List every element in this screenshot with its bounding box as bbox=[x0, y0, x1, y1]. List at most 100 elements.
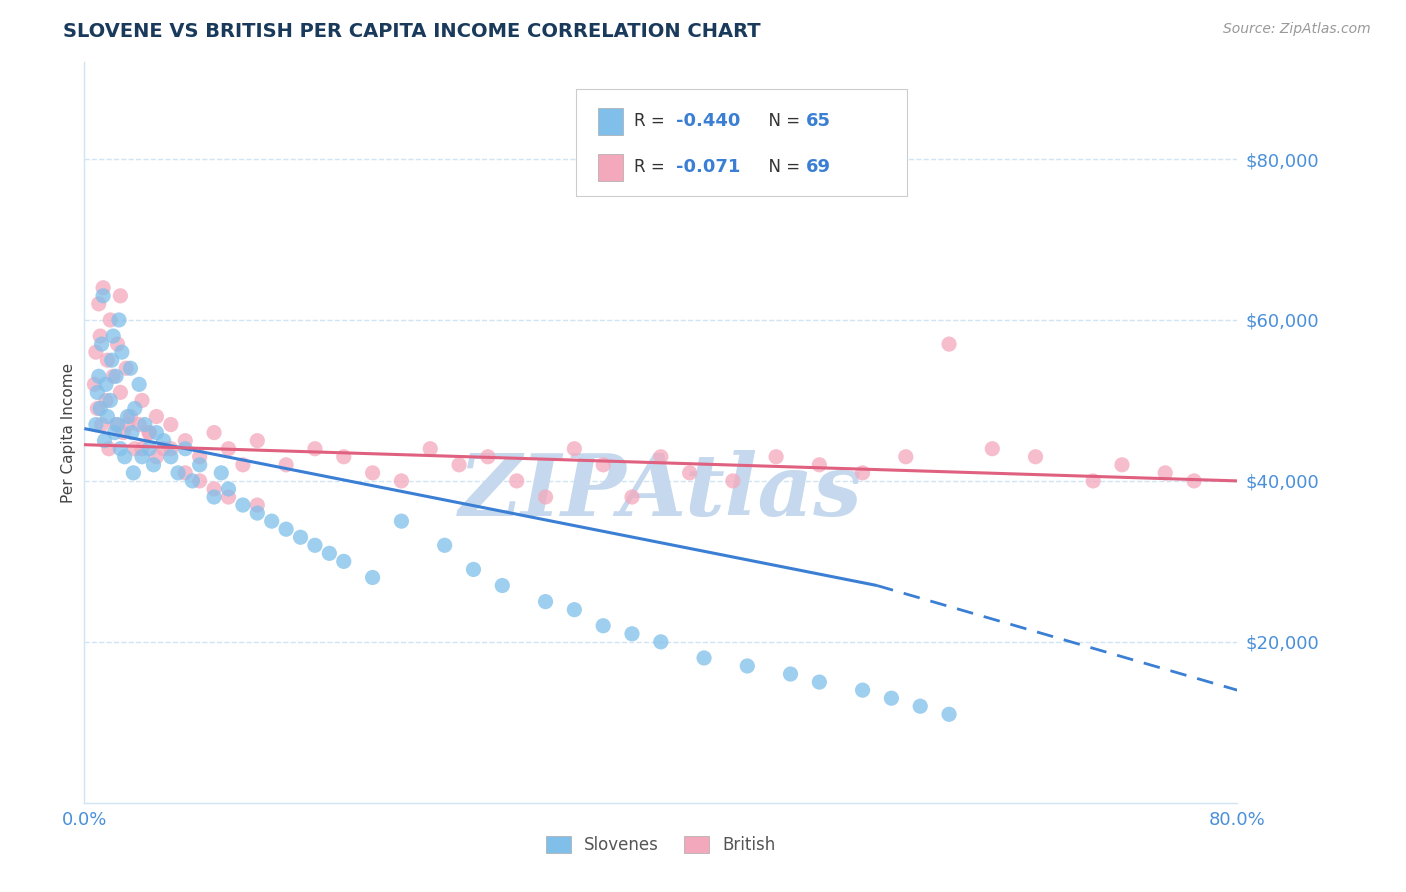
Point bbox=[938, 337, 960, 351]
Point bbox=[910, 699, 932, 714]
Text: 65: 65 bbox=[806, 112, 831, 130]
Point bbox=[1083, 474, 1105, 488]
Point bbox=[145, 409, 167, 424]
Point bbox=[145, 450, 167, 464]
Point bbox=[564, 442, 586, 456]
Point bbox=[108, 313, 131, 327]
Point bbox=[232, 458, 254, 472]
Point bbox=[361, 466, 384, 480]
Point bbox=[160, 442, 183, 456]
Point bbox=[693, 651, 716, 665]
Point bbox=[276, 458, 298, 472]
Point bbox=[115, 361, 138, 376]
Point bbox=[852, 683, 875, 698]
Point bbox=[138, 442, 160, 456]
Text: N =: N = bbox=[758, 112, 806, 130]
Point bbox=[89, 329, 111, 343]
Point bbox=[209, 466, 232, 480]
Point bbox=[202, 425, 225, 440]
Point bbox=[138, 425, 160, 440]
Point bbox=[90, 417, 112, 432]
Point bbox=[304, 442, 326, 456]
Point bbox=[852, 466, 875, 480]
Point bbox=[103, 369, 124, 384]
Point bbox=[138, 425, 160, 440]
Point bbox=[721, 474, 744, 488]
Point bbox=[779, 667, 801, 681]
Point bbox=[202, 482, 225, 496]
Point bbox=[276, 522, 298, 536]
Point bbox=[981, 442, 1004, 456]
Point bbox=[122, 466, 145, 480]
Point bbox=[1182, 474, 1205, 488]
Point bbox=[86, 385, 108, 400]
Text: R =: R = bbox=[634, 112, 671, 130]
Point bbox=[91, 289, 114, 303]
Point bbox=[246, 498, 269, 512]
Point bbox=[84, 417, 107, 432]
Point bbox=[117, 409, 139, 424]
Point bbox=[114, 450, 136, 464]
Point bbox=[202, 490, 225, 504]
Point bbox=[174, 434, 197, 448]
Point bbox=[91, 281, 114, 295]
Point bbox=[808, 675, 831, 690]
Point bbox=[564, 602, 586, 616]
Point bbox=[449, 458, 471, 472]
Point bbox=[98, 393, 121, 408]
Point bbox=[94, 393, 117, 408]
Point bbox=[246, 434, 269, 448]
Point bbox=[100, 353, 122, 368]
Point bbox=[534, 594, 557, 608]
Point bbox=[391, 474, 413, 488]
Point bbox=[218, 482, 240, 496]
Point bbox=[333, 450, 356, 464]
Point bbox=[419, 442, 441, 456]
Point bbox=[181, 474, 204, 488]
Legend: Slovenes, British: Slovenes, British bbox=[540, 830, 782, 861]
Text: R =: R = bbox=[634, 158, 671, 177]
Point bbox=[98, 313, 121, 327]
Point bbox=[110, 442, 132, 456]
Point bbox=[506, 474, 529, 488]
Text: ZIPAtlas: ZIPAtlas bbox=[458, 450, 863, 533]
Point bbox=[131, 442, 153, 456]
Point bbox=[131, 393, 153, 408]
Point bbox=[110, 289, 132, 303]
Text: -0.440: -0.440 bbox=[676, 112, 741, 130]
Point bbox=[117, 417, 139, 432]
Point bbox=[93, 434, 115, 448]
Point bbox=[87, 369, 110, 384]
Point bbox=[94, 377, 117, 392]
Point bbox=[765, 450, 787, 464]
Point bbox=[188, 458, 211, 472]
Point bbox=[96, 353, 118, 368]
Point bbox=[433, 538, 456, 552]
Point bbox=[808, 458, 831, 472]
Point bbox=[333, 554, 356, 568]
Point bbox=[152, 434, 174, 448]
Point bbox=[111, 345, 134, 359]
Point bbox=[304, 538, 326, 552]
Point bbox=[145, 425, 167, 440]
Text: -0.071: -0.071 bbox=[676, 158, 741, 177]
Point bbox=[160, 450, 183, 464]
Point bbox=[152, 442, 174, 456]
Point bbox=[105, 369, 128, 384]
Point bbox=[894, 450, 917, 464]
Text: N =: N = bbox=[758, 158, 806, 177]
Point bbox=[592, 619, 614, 633]
Point bbox=[167, 466, 190, 480]
Point bbox=[174, 442, 197, 456]
Point bbox=[463, 562, 485, 576]
Point bbox=[880, 691, 903, 706]
Point bbox=[97, 442, 120, 456]
Point bbox=[737, 659, 759, 673]
Point bbox=[124, 401, 146, 416]
Point bbox=[621, 490, 644, 504]
Point bbox=[84, 345, 107, 359]
Point bbox=[120, 409, 142, 424]
Point bbox=[142, 458, 165, 472]
Point bbox=[160, 417, 183, 432]
Point bbox=[650, 450, 672, 464]
